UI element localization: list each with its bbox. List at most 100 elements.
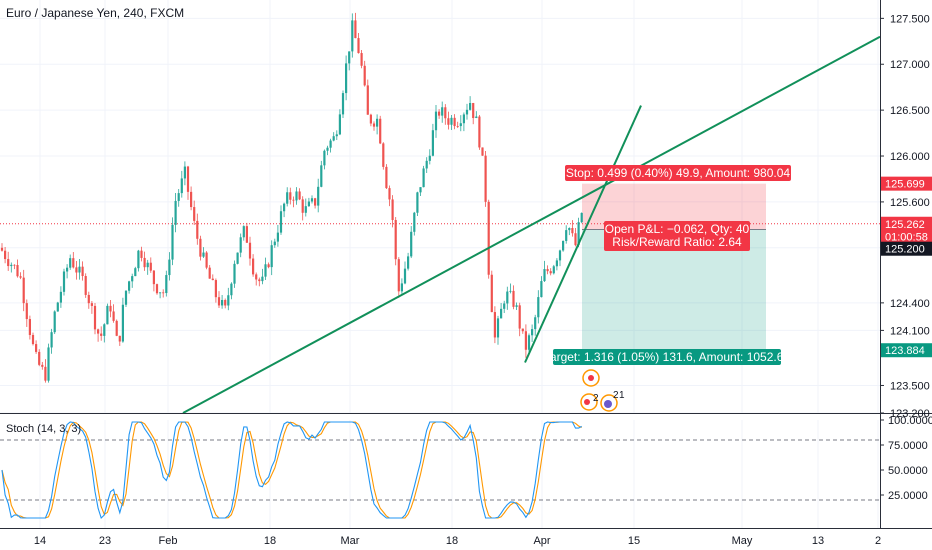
y-tick-label: 124.100 (890, 325, 930, 337)
candle (320, 165, 323, 187)
candle (171, 224, 174, 260)
candle (376, 118, 379, 127)
candle (410, 231, 413, 257)
candle (332, 136, 335, 141)
price-tag-bg (881, 229, 932, 244)
candle (388, 188, 391, 200)
candle (338, 114, 341, 135)
candle (472, 103, 475, 119)
candle (394, 220, 397, 260)
candle (202, 252, 205, 257)
candle (177, 193, 180, 201)
candle (341, 93, 345, 115)
candle (531, 329, 534, 336)
candle (248, 242, 252, 259)
event-badge-count: 2 (613, 390, 619, 401)
candle (236, 252, 239, 264)
candle (93, 305, 97, 330)
candle (509, 290, 512, 292)
candle (323, 150, 326, 166)
candle (431, 130, 434, 156)
candle (270, 245, 273, 268)
candle (534, 317, 537, 330)
candle (267, 264, 270, 268)
candle (134, 268, 137, 277)
stoch-k-line (1, 421, 582, 520)
candle (261, 276, 264, 282)
candle (53, 311, 56, 333)
candle (351, 20, 354, 52)
candle (137, 250, 140, 269)
candle (258, 279, 261, 282)
candle (428, 155, 431, 161)
candle (31, 334, 35, 345)
candle (103, 324, 106, 336)
candle (100, 333, 103, 336)
price-tag: 125.262 (885, 219, 925, 231)
candle (475, 116, 478, 119)
price-tag-bg (881, 241, 932, 256)
candle (540, 281, 543, 298)
candle (512, 290, 515, 307)
candle (273, 241, 276, 246)
candle (385, 166, 388, 189)
candle (469, 103, 472, 110)
candle (186, 166, 190, 192)
pnl-text: Open P&L: −0.062, Qty: 40 (605, 222, 750, 236)
candle (549, 271, 552, 274)
event-badge-dot (588, 375, 594, 381)
candle (224, 299, 227, 306)
candle (87, 294, 90, 304)
candle (193, 207, 196, 221)
x-tick-label: Feb (159, 535, 178, 547)
candle (565, 230, 568, 241)
candle (90, 303, 93, 306)
event-badge-count: 1 (619, 390, 625, 401)
candle (279, 211, 283, 233)
candle (372, 123, 376, 127)
candle (121, 304, 124, 342)
candle (227, 295, 230, 306)
price-tag: 01:00:58 (885, 231, 928, 243)
stop-label: Stop: 0.499 (0.40%) 49.9, Amount: 980.04 (565, 165, 791, 181)
candle (165, 275, 168, 294)
trendline-1 (182, 35, 881, 414)
candle (478, 116, 481, 148)
price-tag: 123.884 (885, 345, 925, 357)
candle (242, 226, 245, 238)
candle (304, 206, 307, 213)
candle (81, 266, 84, 277)
y-tick-label: 124.400 (890, 298, 930, 310)
candle (490, 274, 493, 313)
candle (106, 305, 109, 325)
candle (149, 262, 152, 271)
candle (252, 258, 255, 275)
trendline-2 (524, 105, 642, 363)
candle (345, 63, 348, 94)
candle (363, 65, 366, 86)
candle (419, 187, 422, 193)
candle (239, 237, 242, 253)
candle (456, 126, 459, 127)
candle (72, 258, 75, 268)
candle (400, 283, 403, 292)
candle (481, 147, 484, 156)
y-tick-label: 126.000 (890, 151, 930, 163)
candle (276, 232, 279, 242)
candle (397, 259, 400, 292)
candle (143, 257, 146, 268)
candle (112, 311, 115, 321)
candle (152, 270, 155, 285)
candle (329, 140, 332, 148)
price-tag: 125.200 (885, 244, 925, 256)
candle (245, 226, 248, 243)
candle (47, 347, 50, 381)
candle (357, 38, 360, 54)
candle (515, 305, 518, 307)
price-tag-bg (881, 176, 932, 191)
candle (555, 260, 558, 267)
x-tick-label: May (732, 535, 753, 547)
candle (416, 192, 419, 213)
x-tick-label: Mar (341, 535, 360, 547)
